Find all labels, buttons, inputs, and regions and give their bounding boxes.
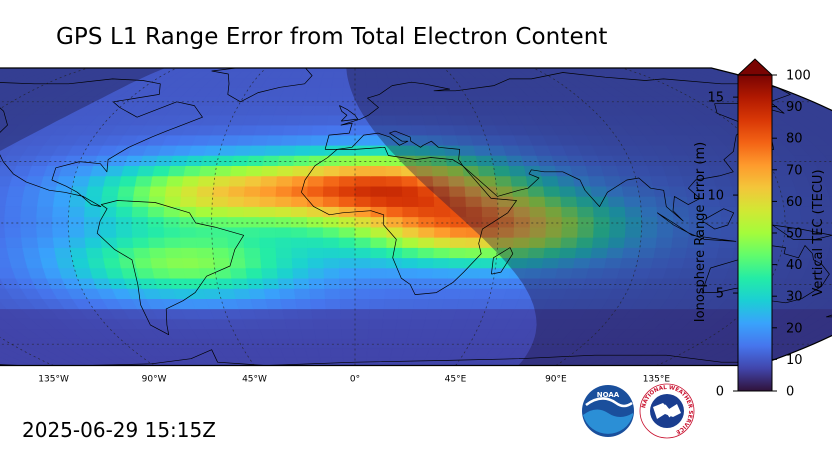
- nws-logo: NATIONAL WEATHER SERVICE: [639, 383, 695, 439]
- lon-label: 135°W: [38, 375, 69, 385]
- tec-tick-label: 60: [786, 195, 803, 210]
- noaa-logo: NOAA: [582, 385, 634, 437]
- lon-label: 45°E: [445, 375, 467, 385]
- lon-label: 135°E: [643, 375, 671, 385]
- longitude-labels: 135°W 90°W 45°W 0° 45°E 90°E 135°E: [38, 375, 670, 385]
- tec-axis-label: Vertical TEC (TECU): [811, 169, 826, 296]
- map-outline: [0, 67, 832, 367]
- tec-tick-label: 10: [786, 353, 803, 368]
- tec-tick-label: 100: [786, 69, 811, 84]
- page-title: GPS L1 Range Error from Total Electron C…: [56, 24, 608, 50]
- tec-tick-label: 30: [786, 290, 803, 305]
- range-tick-label: 10: [707, 189, 724, 204]
- tec-tick-label: 40: [786, 258, 803, 273]
- tec-tick-label: 50: [786, 227, 803, 242]
- range-tick-label: 0: [716, 385, 724, 400]
- range-error-axis-label: Ionosphere Range Error (m): [693, 142, 708, 322]
- timestamp: 2025-06-29 15:15Z: [22, 418, 216, 442]
- tec-field: [0, 68, 832, 366]
- lon-label: 45°W: [242, 375, 267, 385]
- night-shading: [0, 68, 832, 366]
- lon-label: 90°W: [142, 375, 167, 385]
- tec-tick-label: 70: [786, 163, 803, 178]
- world-map: 60°N30°N0°30°S60°S 135°W90°W45°W0°45°E90…: [0, 67, 832, 385]
- tec-tick-label: 90: [786, 100, 803, 115]
- tec-tick-label: 20: [786, 321, 803, 336]
- range-tick-label: 5: [716, 287, 724, 302]
- colorbar-extend-arrow: [736, 58, 774, 76]
- tec-tick-label: 0: [786, 385, 794, 400]
- colorbar-tec-ticks: 0 10 20 30 40 50 60 70 80 90 100: [772, 69, 811, 400]
- graticule: [0, 68, 832, 366]
- tec-tick-label: 80: [786, 132, 803, 147]
- lon-label: 90°E: [545, 375, 567, 385]
- noaa-logo-text: NOAA: [597, 391, 620, 399]
- lon-label: 0°: [350, 375, 360, 385]
- colorbar-range-ticks: 0 5 10 15: [707, 91, 738, 400]
- colorbar-gradient: [737, 74, 773, 392]
- range-tick-label: 15: [707, 91, 724, 106]
- colorbar: 0 10 20 30 40 50 60 70 80 90 100 0 5 10 15 Ionosphere…: [693, 58, 826, 400]
